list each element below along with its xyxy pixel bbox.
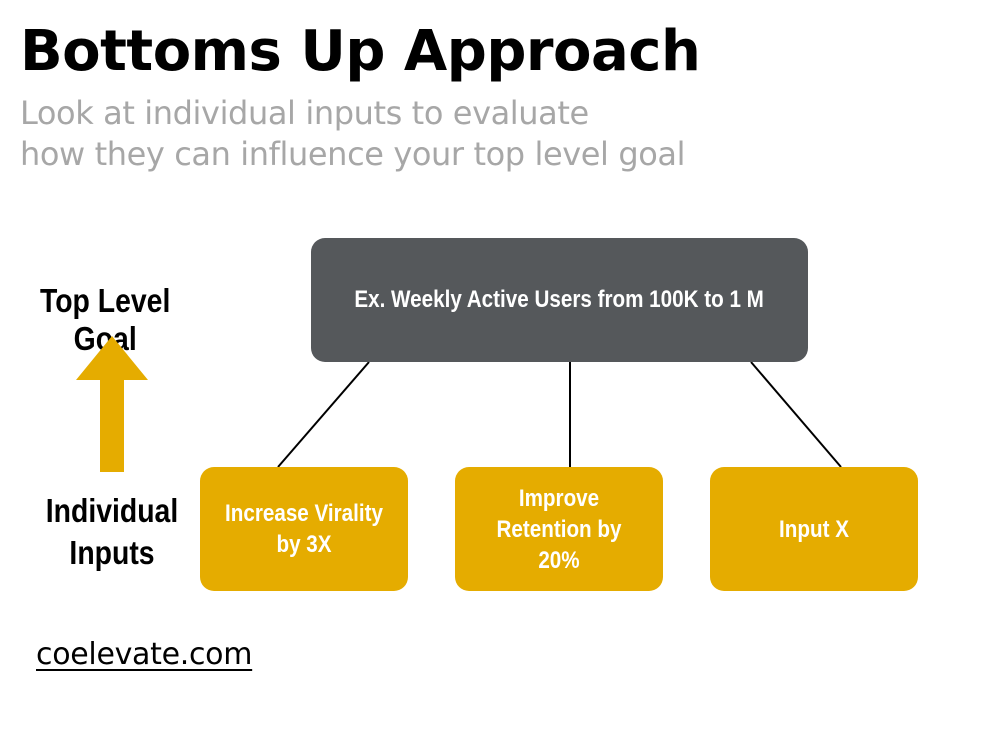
top-level-goal-label: Top Level Goal [39,282,171,357]
individual-inputs-label: Individual Inputs [41,490,182,574]
input-box-input-x-text: Input X [779,515,849,543]
connector-line-left [277,361,370,468]
individual-inputs-label-line-2: Inputs [69,534,155,571]
up-arrow-icon [76,336,148,472]
slide-title: Bottoms Up Approach [20,19,701,84]
individual-inputs-label-line-1: Individual [45,492,179,529]
subtitle-line-2: how they can influence your top level go… [20,135,686,173]
connector-line-right [750,361,842,468]
goal-box-text: Ex. Weekly Active Users from 100K to 1 M [354,286,765,313]
goal-box: Ex. Weekly Active Users from 100K to 1 M [311,238,808,362]
input-box-virality: Increase Virality by 3X [200,467,408,591]
input-box-virality-text: Increase Virality by 3X [225,500,383,558]
up-arrow-shape [76,336,148,472]
input-box-input-x: Input X [710,467,918,591]
website-link[interactable]: coelevate.com [36,637,253,672]
input-box-retention: Improve Retention by 20% [455,467,663,591]
input-box-retention-text: Improve Retention by 20% [496,484,622,574]
subtitle-line-1: Look at individual inputs to evaluate [20,94,589,132]
slide-subtitle: Look at individual inputs to evaluate ho… [20,93,686,175]
